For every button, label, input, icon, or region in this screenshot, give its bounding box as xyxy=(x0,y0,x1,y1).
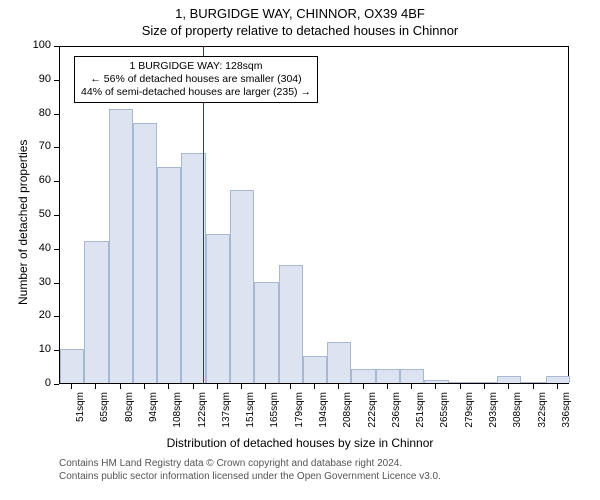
xtick-line xyxy=(241,384,242,389)
xtick-label: 65sqm xyxy=(99,392,110,442)
histogram-bar xyxy=(521,382,545,383)
ytick-line xyxy=(54,384,59,385)
annotation-line2: ← 56% of detached houses are smaller (30… xyxy=(81,73,311,86)
histogram-bar xyxy=(254,282,278,383)
xtick-label: 194sqm xyxy=(318,392,329,442)
histogram-bar xyxy=(303,356,327,383)
xtick-label: 265sqm xyxy=(439,392,450,442)
histogram-bar xyxy=(206,234,230,383)
xtick-label: 208sqm xyxy=(342,392,353,442)
histogram-bar xyxy=(133,123,157,383)
histogram-bar xyxy=(497,376,521,383)
xtick-label: 51sqm xyxy=(75,392,86,442)
xtick-label: 94sqm xyxy=(148,392,159,442)
ytick-label: 10 xyxy=(25,343,51,355)
xtick-label: 122sqm xyxy=(197,392,208,442)
footer-line2: Contains public sector information licen… xyxy=(59,471,441,482)
histogram-bar xyxy=(424,380,448,383)
histogram-bar xyxy=(351,369,375,383)
histogram-bar xyxy=(400,369,424,383)
ytick-label: 0 xyxy=(25,377,51,389)
xtick-line xyxy=(95,384,96,389)
xtick-label: 137sqm xyxy=(221,392,232,442)
ytick-line xyxy=(54,80,59,81)
chart-title-line1: 1, BURGIDGE WAY, CHINNOR, OX39 4BF xyxy=(0,0,600,21)
xtick-label: 279sqm xyxy=(464,392,475,442)
xtick-line xyxy=(435,384,436,389)
xtick-label: 80sqm xyxy=(124,392,135,442)
ytick-label: 50 xyxy=(25,208,51,220)
histogram-bar xyxy=(473,382,497,383)
histogram-bar xyxy=(327,342,351,383)
annotation-line1: 1 BURGIDGE WAY: 128sqm xyxy=(81,60,311,73)
ytick-label: 40 xyxy=(25,242,51,254)
xtick-label: 293sqm xyxy=(488,392,499,442)
xtick-line xyxy=(193,384,194,389)
xtick-label: 151sqm xyxy=(245,392,256,442)
ytick-line xyxy=(54,215,59,216)
xtick-line xyxy=(411,384,412,389)
xtick-line xyxy=(144,384,145,389)
xtick-line xyxy=(484,384,485,389)
ytick-line xyxy=(54,181,59,182)
histogram-bar xyxy=(546,376,570,383)
xtick-label: 222sqm xyxy=(367,392,378,442)
xtick-line xyxy=(508,384,509,389)
ytick-label: 100 xyxy=(25,39,51,51)
xtick-line xyxy=(265,384,266,389)
annotation-line3: 44% of semi-detached houses are larger (… xyxy=(81,86,311,99)
xtick-label: 236sqm xyxy=(391,392,402,442)
histogram-bar xyxy=(84,241,108,383)
histogram-bar xyxy=(109,109,133,383)
ytick-line xyxy=(54,249,59,250)
ytick-line xyxy=(54,114,59,115)
ytick-label: 30 xyxy=(25,276,51,288)
xtick-line xyxy=(460,384,461,389)
xtick-line xyxy=(120,384,121,389)
ytick-line xyxy=(54,316,59,317)
xtick-line xyxy=(71,384,72,389)
xtick-line xyxy=(387,384,388,389)
xtick-label: 308sqm xyxy=(512,392,523,442)
footer-line1: Contains HM Land Registry data © Crown c… xyxy=(59,458,402,469)
ytick-label: 80 xyxy=(25,107,51,119)
ytick-label: 20 xyxy=(25,309,51,321)
ytick-label: 60 xyxy=(25,174,51,186)
histogram-bar xyxy=(279,265,303,383)
xtick-line xyxy=(533,384,534,389)
ytick-line xyxy=(54,147,59,148)
ytick-line xyxy=(54,350,59,351)
ytick-line xyxy=(54,283,59,284)
chart-container: 1, BURGIDGE WAY, CHINNOR, OX39 4BF Size … xyxy=(0,0,600,500)
xtick-line xyxy=(168,384,169,389)
xtick-line xyxy=(557,384,558,389)
ytick-label: 70 xyxy=(25,140,51,152)
chart-title-line2: Size of property relative to detached ho… xyxy=(0,21,600,38)
xtick-label: 322sqm xyxy=(537,392,548,442)
xtick-line xyxy=(314,384,315,389)
histogram-bar xyxy=(157,167,181,383)
histogram-bar xyxy=(449,382,473,383)
histogram-bar xyxy=(60,349,84,383)
xtick-label: 179sqm xyxy=(294,392,305,442)
xtick-label: 251sqm xyxy=(415,392,426,442)
xtick-label: 336sqm xyxy=(561,392,572,442)
xtick-line xyxy=(338,384,339,389)
xtick-label: 108sqm xyxy=(172,392,183,442)
histogram-bar xyxy=(376,369,400,383)
histogram-bar xyxy=(230,190,254,383)
annotation-box: 1 BURGIDGE WAY: 128sqm ← 56% of detached… xyxy=(74,56,318,103)
xtick-line xyxy=(363,384,364,389)
xtick-line xyxy=(217,384,218,389)
xtick-label: 165sqm xyxy=(269,392,280,442)
ytick-label: 90 xyxy=(25,73,51,85)
ytick-line xyxy=(54,46,59,47)
xtick-line xyxy=(290,384,291,389)
